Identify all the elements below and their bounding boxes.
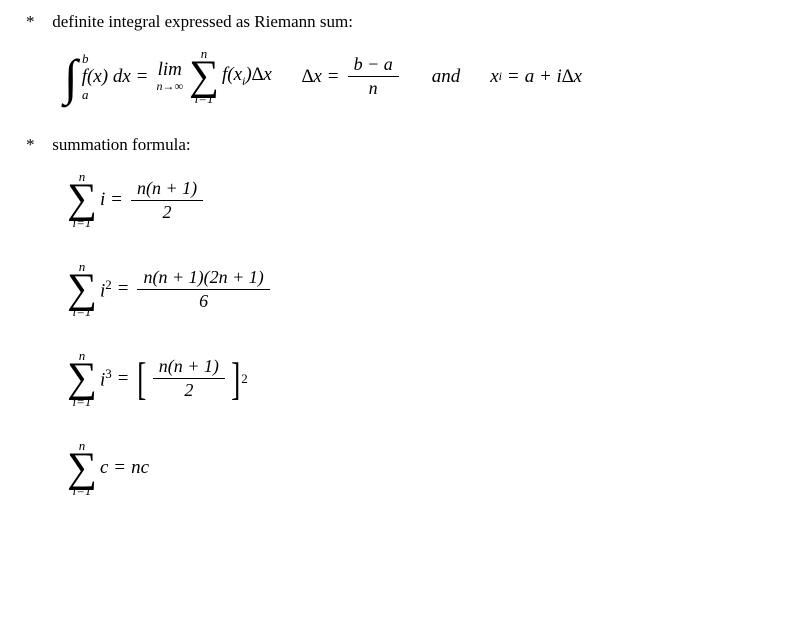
f4-term: c bbox=[100, 457, 108, 479]
dx-num: b − a bbox=[348, 53, 399, 77]
sum-block-f4: n ∑ i=1 bbox=[67, 438, 97, 499]
section2-heading-line: * summation formula: bbox=[20, 135, 765, 155]
limit-bot: n→∞ bbox=[156, 79, 183, 94]
xi-pre: x bbox=[490, 66, 498, 88]
bracket-left: [ bbox=[134, 365, 149, 393]
f4-rhs: nc bbox=[131, 457, 149, 479]
limit-top: lim bbox=[158, 59, 182, 81]
sum-block-f1: n ∑ i=1 bbox=[67, 169, 97, 230]
equals-2: = bbox=[328, 66, 339, 88]
dx-frac: b − a n bbox=[348, 53, 399, 100]
equals-f1: = bbox=[111, 189, 122, 211]
bullet-star-2: * bbox=[26, 135, 48, 155]
f2-term: i2 bbox=[100, 277, 112, 302]
integral-icon: ∫ b a bbox=[64, 57, 78, 97]
f1-frac: n(n + 1) 2 bbox=[131, 177, 203, 224]
limit-block: lim n→∞ bbox=[156, 59, 183, 94]
sum-block-1: n ∑ i=1 bbox=[189, 46, 219, 107]
section1-heading-line: * definite integral expressed as Riemann… bbox=[20, 12, 765, 32]
equals-3: = bbox=[508, 66, 519, 88]
dx-den: n bbox=[363, 77, 384, 100]
sum-formula-1: n ∑ i=1 i = n(n + 1) 2 bbox=[20, 169, 765, 230]
bullet-star: * bbox=[26, 12, 48, 32]
sum-bot-1: i=1 bbox=[195, 91, 214, 107]
sum-body-1: f(xi)∆x bbox=[222, 64, 272, 89]
equals-1: = bbox=[137, 66, 148, 88]
dx-lhs: ∆x bbox=[302, 66, 322, 88]
f3-outer-pow: 2 bbox=[241, 371, 248, 387]
riemann-lhs: ∫ b a f(x) dx = lim n→∞ n ∑ i=1 f(xi)∆x bbox=[64, 46, 272, 107]
equals-f3: = bbox=[118, 368, 129, 390]
delta-x-def: ∆x = b − a n bbox=[302, 53, 402, 100]
equals-f4: = bbox=[114, 457, 125, 479]
f1-term: i bbox=[100, 189, 105, 211]
int-body: f(x) dx bbox=[82, 66, 131, 88]
xi-sub: i bbox=[499, 69, 502, 84]
section1-heading: definite integral expressed as Riemann s… bbox=[52, 12, 353, 31]
and-word: and bbox=[432, 66, 461, 88]
sum-formula-3: n ∑ i=1 i3 = [ n(n + 1) 2 ] 2 bbox=[20, 348, 765, 409]
section2-heading: summation formula: bbox=[52, 135, 190, 154]
xi-rhs: a + i∆x bbox=[525, 66, 582, 88]
sum-formula-4: n ∑ i=1 c = nc bbox=[20, 438, 765, 499]
f3-frac: n(n + 1) 2 bbox=[153, 355, 225, 402]
equals-f2: = bbox=[118, 278, 129, 300]
riemann-sum-row: ∫ b a f(x) dx = lim n→∞ n ∑ i=1 f(xi)∆x … bbox=[20, 46, 765, 107]
f2-frac: n(n + 1)(2n + 1) 6 bbox=[137, 266, 269, 313]
sum-formula-2: n ∑ i=1 i2 = n(n + 1)(2n + 1) 6 bbox=[20, 259, 765, 320]
int-lower: a bbox=[82, 87, 89, 103]
int-upper: b bbox=[82, 51, 89, 67]
xi-def: xi = a + i∆x bbox=[490, 66, 582, 88]
f3-term: i3 bbox=[100, 366, 112, 391]
sum-block-f3: n ∑ i=1 bbox=[67, 348, 97, 409]
sum-block-f2: n ∑ i=1 bbox=[67, 259, 97, 320]
